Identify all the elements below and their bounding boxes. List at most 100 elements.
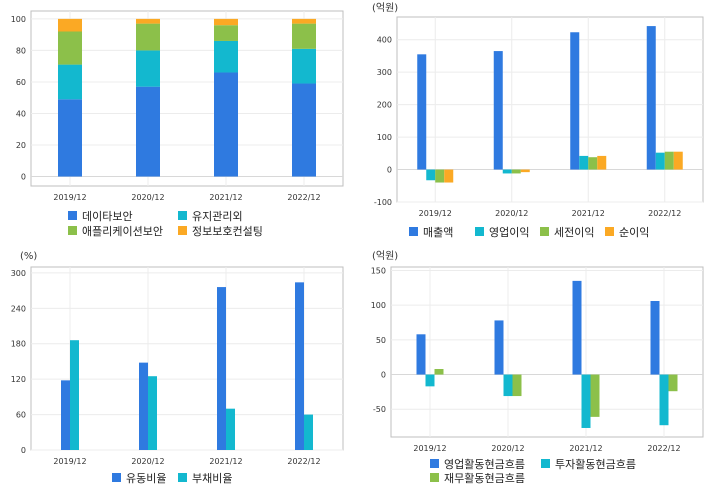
legend-item: 영업이익 xyxy=(475,226,529,239)
chart-2: -100 0 100 200 300 400 2019/12 2020/12 2021/12 20… xyxy=(372,2,704,239)
legend-label: 정보보호컨설팅 xyxy=(192,225,263,238)
y-tick-label: 80 xyxy=(16,46,26,55)
bar-segment xyxy=(136,50,160,87)
x-tick-label: 2020/12 xyxy=(131,457,164,466)
x-tick-label: 2021/12 xyxy=(209,457,242,466)
bar xyxy=(590,374,600,417)
x-tick-label: 2019/12 xyxy=(413,444,446,453)
bar xyxy=(304,414,313,450)
bar xyxy=(416,334,426,375)
bar-segment xyxy=(214,25,238,41)
legend-item: 데이타보안 xyxy=(68,210,133,223)
x-tick-label: 2021/12 xyxy=(209,193,242,202)
bar xyxy=(217,287,226,450)
legend-label: 투자활동현금흐름 xyxy=(555,457,636,471)
bar-segment xyxy=(292,48,316,84)
y-tick-label: 0 xyxy=(21,446,26,455)
y-tick-label: 50 xyxy=(376,336,386,345)
bar xyxy=(664,151,674,170)
y-tick-label: 300 xyxy=(11,269,26,278)
chart-4: -50 0 50 100 150 2019/12 2020/12 2021/12 2022/12… xyxy=(371,250,704,485)
bar xyxy=(655,152,665,170)
legend-item: 부채비율 xyxy=(178,472,232,485)
legend-swatch xyxy=(178,211,187,220)
legend-label: 영업이익 xyxy=(489,226,529,239)
legend-label: 순이익 xyxy=(619,226,649,239)
bar xyxy=(579,155,589,170)
bar xyxy=(581,374,591,428)
legend-item: 순이익 xyxy=(605,226,649,239)
x-tick-label: 2020/12 xyxy=(131,193,164,202)
bar-segment xyxy=(214,18,238,26)
x-tick-label: 2022/12 xyxy=(648,209,681,218)
legend-swatch xyxy=(605,227,614,236)
x-tick-label: 2021/12 xyxy=(569,444,602,453)
legend-item: 애플리케이션보안 xyxy=(68,225,163,238)
bar-segment xyxy=(292,23,316,49)
bar xyxy=(139,362,148,450)
bar xyxy=(520,169,530,173)
legend-label: 영업활동현금흐름 xyxy=(444,457,525,471)
y-tick-label: 40 xyxy=(16,109,26,118)
y-tick-label: 100 xyxy=(371,301,386,310)
x-tick-label: 2022/12 xyxy=(287,457,320,466)
legend-item: 매출액 xyxy=(409,226,453,239)
unit-label: (억원) xyxy=(372,2,398,14)
bar xyxy=(295,282,304,450)
bar-segment xyxy=(58,18,82,32)
y-tick-label: 240 xyxy=(11,304,26,313)
bar xyxy=(668,374,678,392)
legend-item: 유동비율 xyxy=(112,472,166,485)
bar xyxy=(435,169,445,183)
legend-item: 유지관리외 xyxy=(178,210,243,223)
bar-segment xyxy=(214,72,238,177)
x-tick-label: 2019/12 xyxy=(53,193,86,202)
y-tick-label: 150 xyxy=(371,266,386,275)
bar xyxy=(570,32,580,170)
x-tick-label: 2019/12 xyxy=(419,209,452,218)
legend-label: 재무활동현금흐름 xyxy=(444,471,525,485)
y-tick-label: 400 xyxy=(377,36,392,45)
legend-item: 세전이익 xyxy=(540,226,594,239)
legend-label: 유동비율 xyxy=(126,472,166,485)
legend-label: 부채비율 xyxy=(192,472,232,485)
bar xyxy=(493,51,503,170)
legend-label: 유지관리외 xyxy=(192,210,243,223)
legend-item: 재무활동현금흐름 xyxy=(430,471,525,485)
legend-swatch xyxy=(112,473,121,482)
bar xyxy=(417,54,427,170)
bar xyxy=(650,301,660,375)
legend-swatch xyxy=(409,227,418,236)
x-tick-label: 2022/12 xyxy=(287,193,320,202)
bar xyxy=(425,374,435,387)
legend-swatch xyxy=(540,227,549,236)
y-tick-label: 0 xyxy=(387,166,392,175)
x-tick-label: 2021/12 xyxy=(572,209,605,218)
bar xyxy=(673,151,683,170)
bar xyxy=(70,340,79,450)
bar xyxy=(659,374,669,426)
bar xyxy=(426,169,436,181)
legend-swatch xyxy=(541,459,550,468)
legend-swatch xyxy=(430,473,439,482)
y-tick-label: 100 xyxy=(377,133,392,142)
y-tick-label: 60 xyxy=(16,411,26,420)
legend-item: 영업활동현금흐름 xyxy=(430,457,525,471)
legend-swatch xyxy=(430,459,439,468)
plot-frame xyxy=(30,266,344,451)
y-tick-label: 180 xyxy=(11,340,26,349)
bar-segment xyxy=(136,23,160,51)
y-tick-label: 100 xyxy=(11,15,26,24)
bar xyxy=(502,169,512,174)
bar-segment xyxy=(214,40,238,73)
y-tick-label: 120 xyxy=(11,375,26,384)
y-tick-label: -100 xyxy=(374,198,392,207)
bar-segment xyxy=(136,86,160,177)
legend-item: 투자활동현금흐름 xyxy=(541,457,636,471)
legend-swatch xyxy=(178,226,187,235)
x-tick-label: 2019/12 xyxy=(53,457,86,466)
y-tick-label: 300 xyxy=(377,68,392,77)
y-tick-label: 60 xyxy=(16,78,26,87)
legend-swatch xyxy=(178,473,187,482)
